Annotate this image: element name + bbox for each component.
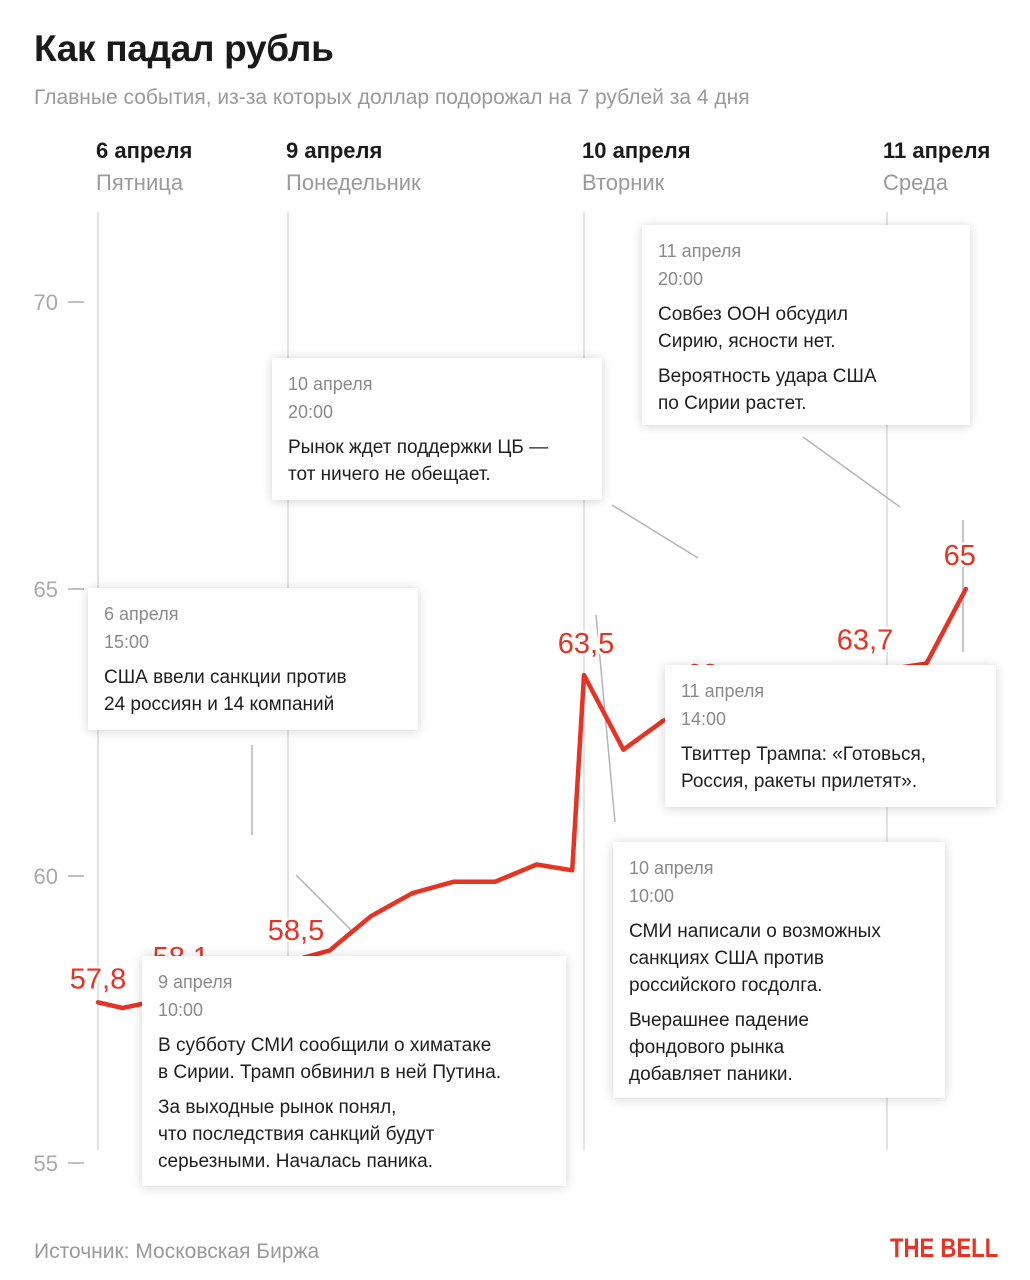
day-date: 9 апреля: [286, 138, 383, 163]
annotation-apr11-1400: 11 апреля 14:00 Твиттер Трампа: «Готовьс…: [665, 665, 996, 807]
day-header-apr9: 9 апреля Понедельник: [286, 138, 421, 196]
y-tick-label: 55: [34, 1151, 58, 1176]
annotation-time: 14:00: [681, 709, 727, 729]
annotation-time: 10:00: [629, 886, 675, 906]
annotation-apr9-1000: 9 апреля 10:00 В субботу СМИ сообщили о …: [142, 956, 566, 1186]
annotation-text: За выходные рынок понял, что последствия…: [158, 1097, 435, 1172]
day-weekday: Вторник: [582, 170, 665, 195]
day-header-apr11: 11 апреля Среда: [883, 138, 990, 196]
annotation-text: Рынок ждет поддержки ЦБ — тот ничего не …: [288, 437, 549, 485]
day-date: 10 апреля: [582, 138, 691, 163]
annotation-apr6-1500: 6 апреля 15:00 США ввели санкции против …: [88, 588, 418, 730]
annotation-text: Твиттер Трампа: «Готовься, Россия, ракет…: [681, 744, 927, 792]
annotation-text: Совбез ООН обсудил Сирию, ясности нет.: [658, 304, 848, 352]
connector-line: [611, 504, 699, 559]
day-header-apr6: 6 апреля Пятница: [96, 138, 192, 196]
day-header-apr10: 10 апреля Вторник: [582, 138, 691, 196]
annotation-text: Вероятность удара США по Сирии растет.: [658, 366, 877, 414]
annotation-date: 11 апреля: [658, 241, 742, 261]
y-tick-label: 70: [34, 290, 58, 315]
value-label: 63,7: [837, 624, 893, 656]
annotation-date: 6 апреля: [104, 604, 179, 624]
source-note: Источник: Московская Биржа: [34, 1240, 320, 1263]
annotation-date: 10 апреля: [288, 374, 373, 394]
annotation-time: 20:00: [658, 269, 704, 289]
y-tick-label: 60: [34, 864, 58, 889]
value-label: 63,5: [558, 628, 614, 660]
annotation-text: СМИ написали о возможных санкциях США пр…: [629, 921, 881, 996]
value-label: 57,8: [70, 963, 126, 995]
value-label: 58,5: [268, 915, 324, 947]
annotation-time: 15:00: [104, 632, 150, 652]
the-bell-logo: THE BELL: [890, 1233, 999, 1263]
value-label: 65: [944, 540, 976, 572]
day-weekday: Пятница: [96, 170, 184, 195]
annotation-apr11-2000: 11 апреля 20:00 Совбез ООН обсудил Сирию…: [642, 225, 970, 425]
annotation-apr10-1000: 10 апреля 10:00 СМИ написали о возможных…: [613, 842, 945, 1098]
chart-subtitle: Главные события, из-за которых доллар по…: [34, 86, 750, 109]
connector-line: [802, 436, 901, 508]
y-axis: 70 65 60 55: [34, 290, 84, 1176]
day-weekday: Среда: [883, 170, 948, 195]
annotation-time: 10:00: [158, 1000, 204, 1020]
annotation-date: 10 апреля: [629, 858, 714, 878]
y-tick-label: 65: [34, 577, 58, 602]
annotation-date: 9 апреля: [158, 972, 233, 992]
day-date: 11 апреля: [883, 138, 991, 163]
chart-title: Как падал рубль: [34, 28, 334, 69]
annotation-text: Вчерашнее падение фондового рынка добавл…: [629, 1010, 809, 1085]
day-weekday: Понедельник: [286, 170, 421, 195]
annotation-time: 20:00: [288, 402, 334, 422]
annotation-date: 11 апреля: [681, 681, 765, 701]
annotation-text: США ввели санкции против 24 россиян и 14…: [104, 667, 347, 715]
annotation-text: В субботу СМИ сообщили о химатаке в Сири…: [158, 1035, 502, 1083]
day-date: 6 апреля: [96, 138, 193, 163]
annotation-apr10-2000: 10 апреля 20:00 Рынок ждет поддержки ЦБ …: [272, 358, 602, 500]
connector-line: [295, 874, 354, 933]
